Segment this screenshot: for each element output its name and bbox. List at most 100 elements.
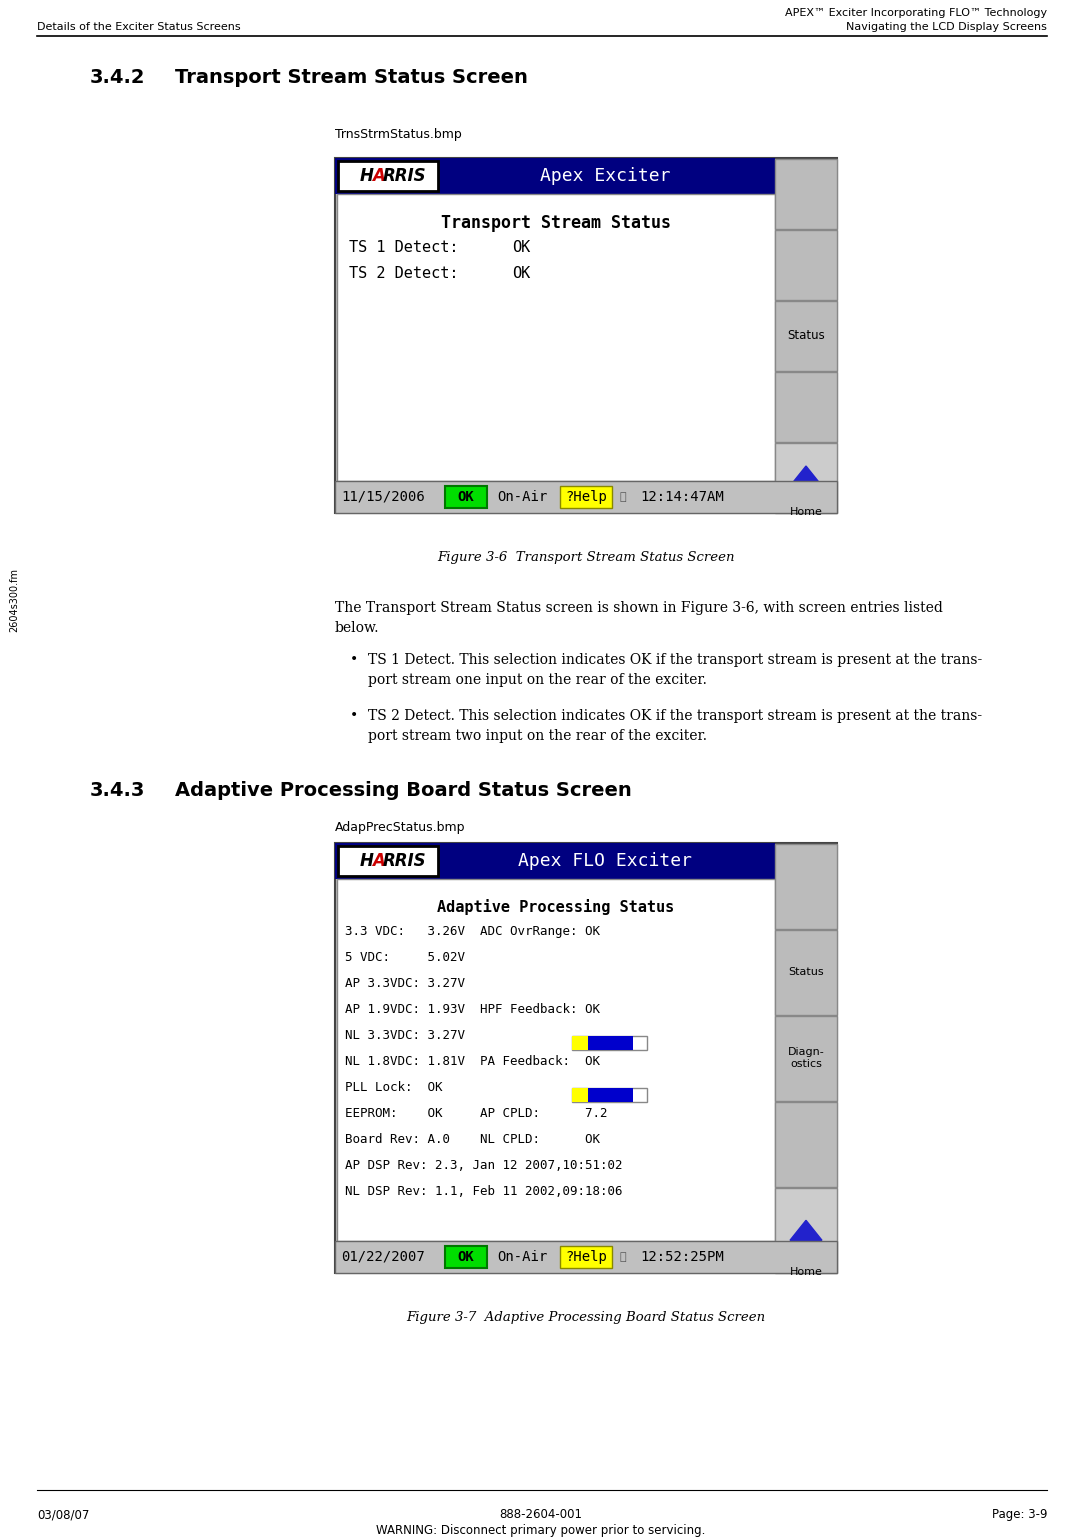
Text: port stream two input on the rear of the exciter.: port stream two input on the rear of the… — [368, 729, 707, 742]
Text: OK: OK — [458, 490, 474, 504]
Text: A: A — [372, 168, 385, 184]
Text: On-Air: On-Air — [497, 490, 547, 504]
Text: Navigating the LCD Display Screens: Navigating the LCD Display Screens — [846, 22, 1047, 32]
Text: 12:52:25PM: 12:52:25PM — [639, 1250, 724, 1263]
FancyBboxPatch shape — [445, 1247, 487, 1268]
Text: NL 1.8VDC: 1.81V  PA Feedback:  OK: NL 1.8VDC: 1.81V PA Feedback: OK — [345, 1054, 601, 1068]
FancyBboxPatch shape — [775, 372, 837, 443]
Text: RRIS: RRIS — [383, 168, 426, 184]
Text: 3.4.2: 3.4.2 — [90, 68, 145, 88]
Text: 3.3 VDC:   3.26V  ADC OvrRange: OK: 3.3 VDC: 3.26V ADC OvrRange: OK — [345, 925, 601, 938]
Text: Figure 3-7  Adaptive Processing Board Status Screen: Figure 3-7 Adaptive Processing Board Sta… — [407, 1311, 766, 1323]
Text: OK: OK — [458, 1250, 474, 1263]
Text: APEX™ Exciter Incorporating FLO™ Technology: APEX™ Exciter Incorporating FLO™ Technol… — [784, 8, 1047, 18]
FancyBboxPatch shape — [338, 161, 438, 191]
Text: TS 2 Detect:: TS 2 Detect: — [349, 266, 459, 281]
FancyBboxPatch shape — [337, 194, 775, 481]
FancyBboxPatch shape — [775, 1188, 837, 1273]
Text: RRIS: RRIS — [383, 851, 426, 870]
Text: PLL Lock:  OK: PLL Lock: OK — [345, 1081, 443, 1094]
Text: Status: Status — [787, 329, 824, 343]
Text: 888-2604-001: 888-2604-001 — [500, 1508, 582, 1522]
FancyBboxPatch shape — [775, 231, 837, 300]
FancyBboxPatch shape — [588, 1036, 633, 1050]
Text: TS 1 Detect. This selection indicates OK if the transport stream is present at t: TS 1 Detect. This selection indicates OK… — [368, 653, 982, 667]
FancyBboxPatch shape — [335, 842, 837, 1273]
Text: TS 1 Detect:: TS 1 Detect: — [349, 240, 459, 255]
FancyBboxPatch shape — [572, 1088, 647, 1102]
Text: WARNING: Disconnect primary power prior to servicing.: WARNING: Disconnect primary power prior … — [377, 1525, 705, 1537]
Text: •: • — [349, 709, 358, 722]
FancyBboxPatch shape — [572, 1036, 647, 1050]
FancyBboxPatch shape — [335, 158, 837, 513]
Text: TrnsStrmStatus.bmp: TrnsStrmStatus.bmp — [335, 128, 462, 141]
Text: 2604s300.fm: 2604s300.fm — [9, 569, 19, 632]
FancyBboxPatch shape — [775, 158, 837, 229]
Text: 11/15/2006: 11/15/2006 — [341, 490, 425, 504]
FancyBboxPatch shape — [335, 158, 775, 194]
Text: ?Help: ?Help — [565, 1250, 607, 1263]
Text: 3.4.3: 3.4.3 — [90, 781, 145, 799]
Text: 12:14:47AM: 12:14:47AM — [639, 490, 724, 504]
Text: Home: Home — [790, 507, 822, 516]
FancyBboxPatch shape — [775, 1102, 837, 1187]
Text: port stream one input on the rear of the exciter.: port stream one input on the rear of the… — [368, 673, 707, 687]
Text: NL 3.3VDC: 3.27V: NL 3.3VDC: 3.27V — [345, 1028, 465, 1042]
FancyBboxPatch shape — [795, 486, 817, 503]
Text: Transport Stream Status Screen: Transport Stream Status Screen — [175, 68, 528, 88]
Text: Transport Stream Status: Transport Stream Status — [441, 214, 671, 232]
FancyBboxPatch shape — [335, 481, 837, 513]
Text: ?Help: ?Help — [565, 490, 607, 504]
Text: Adaptive Processing Status: Adaptive Processing Status — [437, 899, 674, 915]
Text: 01/22/2007: 01/22/2007 — [341, 1250, 425, 1263]
FancyBboxPatch shape — [775, 301, 837, 370]
Text: Page: 3-9: Page: 3-9 — [991, 1508, 1047, 1522]
Text: below.: below. — [335, 621, 380, 635]
Text: A: A — [372, 851, 385, 870]
Text: Board Rev: A.0    NL CPLD:      OK: Board Rev: A.0 NL CPLD: OK — [345, 1133, 601, 1147]
FancyBboxPatch shape — [588, 1088, 633, 1102]
FancyBboxPatch shape — [795, 1239, 817, 1256]
Text: Status: Status — [788, 967, 823, 978]
FancyBboxPatch shape — [775, 930, 837, 1014]
FancyBboxPatch shape — [560, 1247, 612, 1268]
Polygon shape — [790, 466, 822, 486]
FancyBboxPatch shape — [572, 1036, 588, 1050]
FancyBboxPatch shape — [572, 1088, 588, 1102]
Text: Home: Home — [790, 1266, 822, 1277]
Text: AP 1.9VDC: 1.93V  HPF Feedback: OK: AP 1.9VDC: 1.93V HPF Feedback: OK — [345, 1004, 601, 1016]
Text: TS 2 Detect. This selection indicates OK if the transport stream is present at t: TS 2 Detect. This selection indicates OK… — [368, 709, 982, 722]
Text: AdapPrecStatus.bmp: AdapPrecStatus.bmp — [335, 821, 465, 835]
FancyBboxPatch shape — [775, 1016, 837, 1100]
Text: H: H — [360, 851, 374, 870]
Text: The Transport Stream Status screen is shown in Figure 3-6, with screen entries l: The Transport Stream Status screen is sh… — [335, 601, 942, 615]
Text: 🔒: 🔒 — [620, 1253, 626, 1262]
Text: Figure 3-6  Transport Stream Status Screen: Figure 3-6 Transport Stream Status Scree… — [437, 550, 735, 564]
Text: EEPROM:    OK     AP CPLD:      7.2: EEPROM: OK AP CPLD: 7.2 — [345, 1107, 607, 1120]
FancyBboxPatch shape — [338, 845, 438, 876]
Text: Diagn-
ostics: Diagn- ostics — [788, 1047, 824, 1068]
Text: On-Air: On-Air — [497, 1250, 547, 1263]
Text: AP DSP Rev: 2.3, Jan 12 2007,10:51:02: AP DSP Rev: 2.3, Jan 12 2007,10:51:02 — [345, 1159, 622, 1173]
Text: Adaptive Processing Board Status Screen: Adaptive Processing Board Status Screen — [175, 781, 632, 799]
FancyBboxPatch shape — [337, 879, 775, 1240]
Text: OK: OK — [512, 240, 530, 255]
Text: AP 3.3VDC: 3.27V: AP 3.3VDC: 3.27V — [345, 978, 465, 990]
FancyBboxPatch shape — [560, 486, 612, 509]
Text: Details of the Exciter Status Screens: Details of the Exciter Status Screens — [37, 22, 240, 32]
Text: H: H — [360, 168, 374, 184]
Text: NL DSP Rev: 1.1, Feb 11 2002,09:18:06: NL DSP Rev: 1.1, Feb 11 2002,09:18:06 — [345, 1185, 622, 1197]
Text: 03/08/07: 03/08/07 — [37, 1508, 90, 1522]
Polygon shape — [790, 1220, 822, 1240]
Text: 🔒: 🔒 — [620, 492, 626, 503]
FancyBboxPatch shape — [775, 844, 837, 928]
Text: •: • — [349, 653, 358, 667]
FancyBboxPatch shape — [445, 486, 487, 509]
Text: OK: OK — [512, 266, 530, 281]
Text: Apex Exciter: Apex Exciter — [540, 168, 670, 184]
Text: 5 VDC:     5.02V: 5 VDC: 5.02V — [345, 951, 465, 964]
FancyBboxPatch shape — [335, 1240, 837, 1273]
Text: Apex FLO Exciter: Apex FLO Exciter — [518, 851, 692, 870]
FancyBboxPatch shape — [335, 842, 775, 879]
FancyBboxPatch shape — [775, 443, 837, 513]
